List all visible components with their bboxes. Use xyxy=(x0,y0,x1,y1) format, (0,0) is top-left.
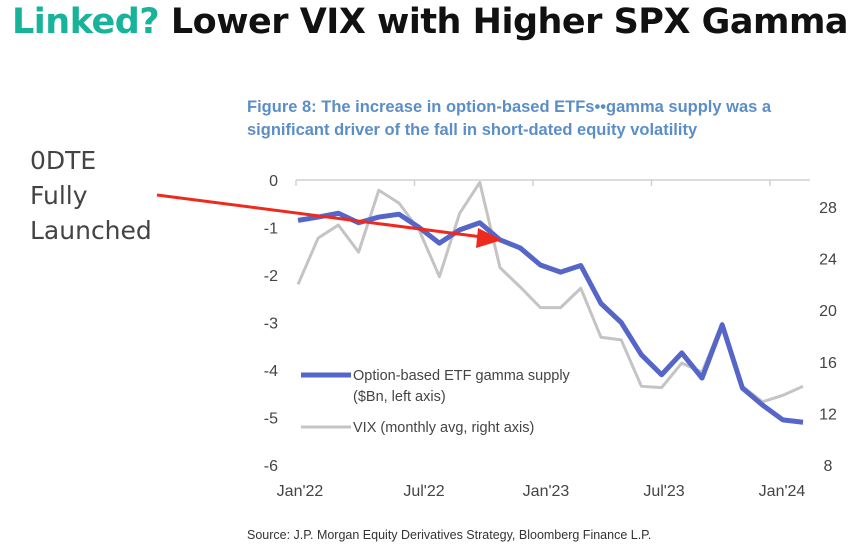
y-right-tick-label: 12 xyxy=(819,406,837,423)
y-left-tick-label: -6 xyxy=(264,458,278,475)
y-left-tick-label: -4 xyxy=(264,363,278,380)
arrow-shaft xyxy=(156,193,483,239)
x-tick-label: Jan'23 xyxy=(523,483,570,500)
annotation-0dte: 0DTE Fully Launched xyxy=(30,143,152,248)
legend-label-vix: VIX (monthly avg, right axis) xyxy=(353,420,534,436)
headline-accent: Linked? xyxy=(12,2,160,42)
annotation-arrow xyxy=(156,193,502,248)
x-tick-label: Jan'24 xyxy=(759,483,806,500)
legend: Option-based ETF gamma supply ($Bn, left… xyxy=(301,368,571,436)
source-note: Source: J.P. Morgan Equity Derivatives S… xyxy=(247,528,652,542)
annotation-line: Fully xyxy=(30,181,88,210)
legend-label-gamma: Option-based ETF gamma supply xyxy=(353,368,571,384)
y-right-tick-label: 28 xyxy=(819,200,837,217)
y-right-tick-label: 16 xyxy=(819,355,837,372)
y-left-tick-label: -2 xyxy=(264,268,278,285)
headline: Linked? Lower VIX with Higher SPX Gamma xyxy=(12,2,849,42)
y-left-tick-label: -3 xyxy=(264,316,278,333)
series-line-gamma xyxy=(297,210,804,425)
legend-label-gamma-unit: ($Bn, left axis) xyxy=(353,389,446,405)
x-tick-label: Jul'22 xyxy=(403,483,444,500)
y-left-tick-label: -1 xyxy=(264,221,278,238)
figure-title: Figure 8: The increase in option-based E… xyxy=(247,98,772,139)
y-right-tick-label: 24 xyxy=(819,252,837,269)
headline-rest: Lower VIX with Higher SPX Gamma xyxy=(159,2,849,42)
y-right-tick-label: 20 xyxy=(819,303,837,320)
arrow-head-icon xyxy=(476,228,502,248)
annotation-line: Launched xyxy=(30,216,152,245)
annotation-line: 0DTE xyxy=(30,146,97,175)
x-tick-label: Jan'22 xyxy=(277,483,324,500)
x-tick-label: Jul'23 xyxy=(643,483,684,500)
y-left-tick-label: -5 xyxy=(264,411,278,428)
y-right-tick-label: 8 xyxy=(824,458,833,475)
y-left-tick-label: 0 xyxy=(269,173,278,190)
